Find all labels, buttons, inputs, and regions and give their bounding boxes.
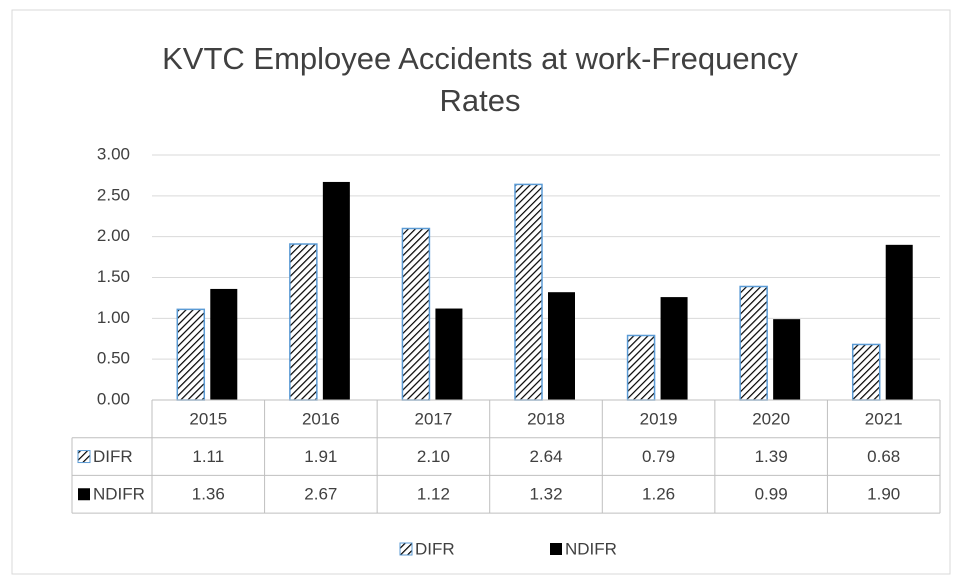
bar: [435, 308, 463, 400]
x-tick-label: 2019: [640, 409, 678, 428]
chart-frame: [11, 9, 951, 575]
y-tick-label: 1.00: [97, 308, 130, 327]
x-tick-label: 2017: [415, 409, 453, 428]
bar: [322, 181, 350, 400]
bar: [626, 334, 656, 401]
legend-label: DIFR: [415, 539, 455, 558]
x-tick-label: 2018: [527, 409, 565, 428]
table-cell: 1.90: [867, 485, 900, 504]
table-cell: 1.32: [529, 485, 562, 504]
bar: [176, 308, 206, 401]
y-tick-label: 2.50: [97, 185, 130, 204]
table-cell: 1.26: [642, 485, 675, 504]
bar: [548, 292, 575, 400]
table-cell: 2.64: [529, 447, 562, 466]
x-tick-label: 2015: [189, 409, 227, 428]
legend-key: [550, 543, 562, 555]
bar: [885, 244, 913, 400]
table-cell: 0.68: [867, 447, 900, 466]
bar: [401, 227, 431, 401]
table-cell: 1.39: [755, 447, 788, 466]
table-cell: 2.10: [417, 447, 450, 466]
y-tick-label: 3.00: [97, 144, 130, 163]
legend-key: [78, 488, 90, 501]
bar: [739, 285, 768, 401]
table-cell: 1.91: [304, 447, 337, 466]
bar: [773, 319, 801, 400]
bar: [289, 243, 318, 401]
table-row-label: NDIFR: [93, 485, 145, 504]
y-tick-label: 1.50: [97, 267, 130, 286]
table-cell: 0.79: [642, 447, 675, 466]
legend-key: [77, 450, 91, 464]
bar: [514, 183, 543, 401]
x-tick-label: 2016: [302, 409, 340, 428]
y-tick-label: 0.50: [97, 349, 130, 368]
bar: [660, 297, 688, 400]
y-tick-label: 0.00: [97, 389, 130, 408]
y-tick-label: 2.00: [97, 226, 130, 245]
table-cell: 1.12: [417, 485, 450, 504]
x-tick-label: 2020: [752, 409, 790, 428]
table-cell: 0.99: [755, 485, 788, 504]
table-cell: 2.67: [304, 485, 337, 504]
table-row-label: DIFR: [93, 447, 133, 466]
legend-key: [399, 542, 413, 556]
chart-title: KVTC Employee Accidents at work-Frequenc…: [162, 41, 798, 118]
table-cell: 1.36: [192, 485, 225, 504]
legend-label: NDIFR: [565, 539, 617, 558]
bar: [851, 343, 881, 401]
bar: [210, 288, 238, 400]
table-cell: 1.11: [192, 447, 224, 466]
x-tick-label: 2021: [865, 409, 903, 428]
